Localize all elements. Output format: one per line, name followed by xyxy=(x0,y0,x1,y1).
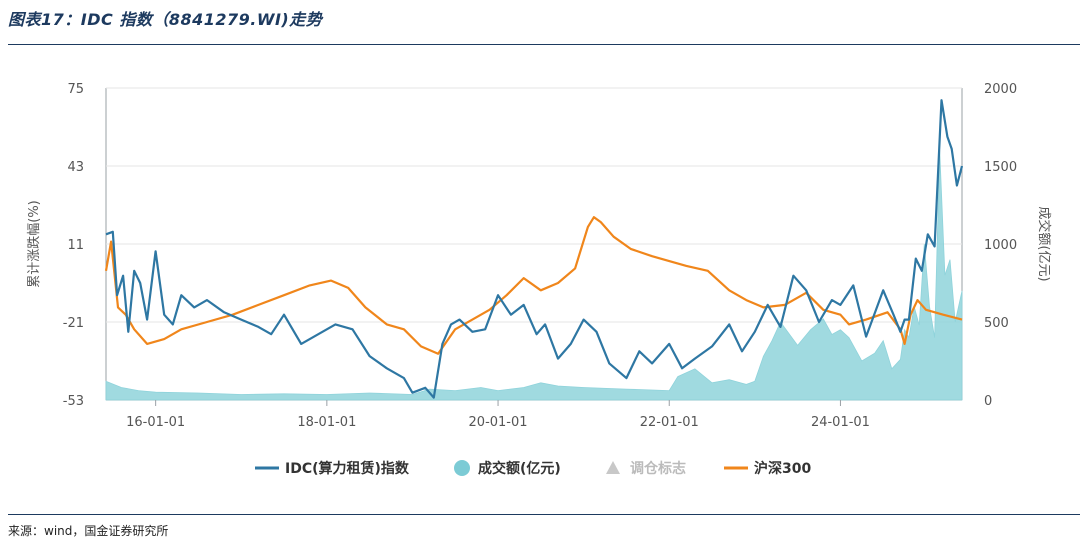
x-tick-label: 16-01-01 xyxy=(126,415,185,430)
hs300-line-layer xyxy=(104,216,963,355)
right-tick-label: 0 xyxy=(984,394,992,409)
right-tick-label: 2000 xyxy=(984,82,1017,97)
turnover-area-layer xyxy=(105,150,963,401)
legend-hs300-label: 沪深300 xyxy=(754,460,811,477)
left-tick-label: -53 xyxy=(63,394,84,409)
right-tick-label: 1500 xyxy=(984,160,1017,175)
left-axis-label: 累计涨跌幅(%) xyxy=(26,200,42,288)
hs300-line xyxy=(104,216,963,355)
left-tick-label: 75 xyxy=(67,82,84,97)
legend-rebalance-triangle-icon xyxy=(606,461,620,474)
x-axis-ticks: 16-01-01 18-01-01 20-01-01 22-01-01 24-01-01 xyxy=(126,400,870,430)
x-tick-label: 18-01-01 xyxy=(297,415,356,430)
x-tick-label: 20-01-01 xyxy=(469,415,528,430)
bottom-rule xyxy=(8,514,1080,515)
chart: 75 43 11 -21 -53 2000 1500 1000 500 0 16-01-01 18… xyxy=(26,82,1052,477)
legend-rebalance-label: 调仓标志 xyxy=(630,460,686,477)
left-tick-label: 11 xyxy=(67,238,84,253)
right-tick-label: 1000 xyxy=(984,238,1017,253)
left-axis-ticks: 75 43 11 -21 -53 xyxy=(63,82,84,409)
gridlines xyxy=(106,87,962,323)
legend-turnover-swatch xyxy=(454,460,470,476)
right-axis-ticks: 2000 1500 1000 500 0 xyxy=(984,82,1017,409)
right-tick-label: 500 xyxy=(984,316,1009,331)
x-tick-label: 24-01-01 xyxy=(811,415,870,430)
source-note: 来源：wind，国金证券研究所 xyxy=(8,524,169,538)
turnover-area xyxy=(105,150,963,401)
idc-line-layer xyxy=(105,99,964,399)
legend-idc-label: IDC(算力租赁)指数 xyxy=(285,460,410,477)
legend-turnover-label: 成交额(亿元) xyxy=(478,460,561,477)
idc-line xyxy=(105,99,964,399)
x-tick-label: 22-01-01 xyxy=(640,415,699,430)
right-axis-label: 成交额(亿元) xyxy=(1036,206,1052,281)
left-tick-label: -21 xyxy=(63,316,84,331)
chart-title: 图表17：IDC 指数（8841279.WI)走势 xyxy=(8,10,323,29)
left-tick-label: 43 xyxy=(67,160,84,175)
legend: IDC(算力租赁)指数 成交额(亿元) 调仓标志 沪深300 xyxy=(255,460,811,477)
top-rule xyxy=(8,44,1080,45)
